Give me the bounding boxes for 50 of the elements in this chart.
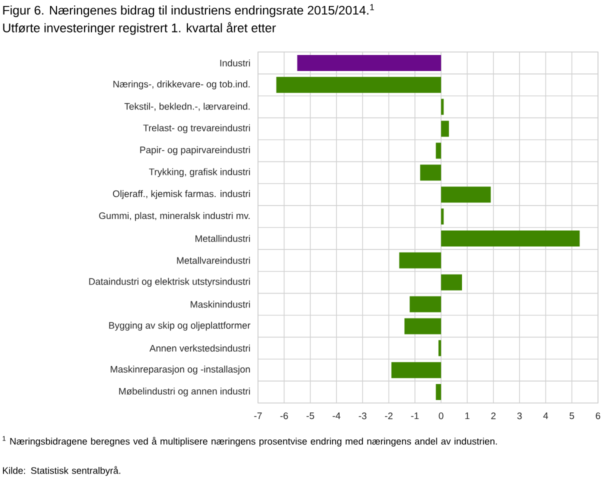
bar [276,76,442,93]
y-tick-label: Oljeraff., kjemisk farmas. industri [112,190,250,199]
y-tick-label: Metallindustri [196,234,250,242]
bar [441,230,580,246]
text: Kilde: Statistisk sentralbyrå. [2,466,120,476]
x-tick-label: 6 [596,412,600,420]
bar [399,252,442,268]
chart-title: Figur 6. Næringenes bidrag til industriens endringsrate 2015/2014.$^{1}$ [3,4,374,18]
bar [420,164,442,181]
text: $^{1}$ Næringsbidragene beregnes ved å multiplisere næringens prosentvise endring med næringens andel av industrien. [2,436,497,447]
bar [436,384,442,400]
y-tick-label: Industri [220,59,250,66]
x-tick-label: -5 [306,412,314,420]
bar [436,142,442,159]
y-tick-label: Nærings-, drikkevare- og tob.ind. [113,80,250,90]
bar [441,274,462,290]
y-tick-label: Møbelindustri og annen industri [119,388,250,396]
y-tick-label: Papir- og papirvareindustri [140,146,250,156]
x-tick-label: 0 [438,412,444,420]
bar [441,120,449,137]
y-tick-label: Maskinreparasjon og -installasjon [110,366,250,374]
y-tick-label: Annen verkstedsindustri [149,344,250,352]
bar [438,340,442,356]
y-tick-label: Trykking, grafisk industri [149,168,250,178]
bar [441,98,444,115]
x-tick-label: 3 [517,412,522,420]
x-tick-label: -7 [254,412,262,420]
x-tick-label: -1 [411,412,419,420]
x-tick-label: -3 [358,412,366,420]
y-tick-label: Bygging av skip og oljeplattformer [109,322,250,331]
y-tick-label: Metallvareindustri [177,256,250,264]
bar [391,362,442,378]
y-tick-label: Trelast- og trevareindustri [143,124,250,134]
y-tick-label: Tekstil-, bekledn.-, lærvareind. [124,102,250,111]
x-tick-label: -6 [280,412,288,420]
x-tick-label: 5 [570,412,574,420]
text: Utførte investeringer registrert 1. kvartal året etter [3,22,276,35]
bar [297,54,442,71]
x-tick-label: 2 [491,412,496,420]
y-tick-label: Gummi, plast, mineralsk industri mv. [99,212,250,221]
bar [404,318,442,334]
x-tick-label: 1 [465,412,470,420]
y-tick-label: Dataindustri og elektrisk utstyrsindustri [89,278,250,287]
bar [441,186,491,203]
x-tick-label: -2 [384,412,393,420]
x-tick-label: -4 [332,412,340,420]
bar [410,296,442,312]
x-tick-label: 4 [543,412,548,420]
y-tick-label: Maskinindustri [190,300,250,308]
bar [441,208,444,225]
